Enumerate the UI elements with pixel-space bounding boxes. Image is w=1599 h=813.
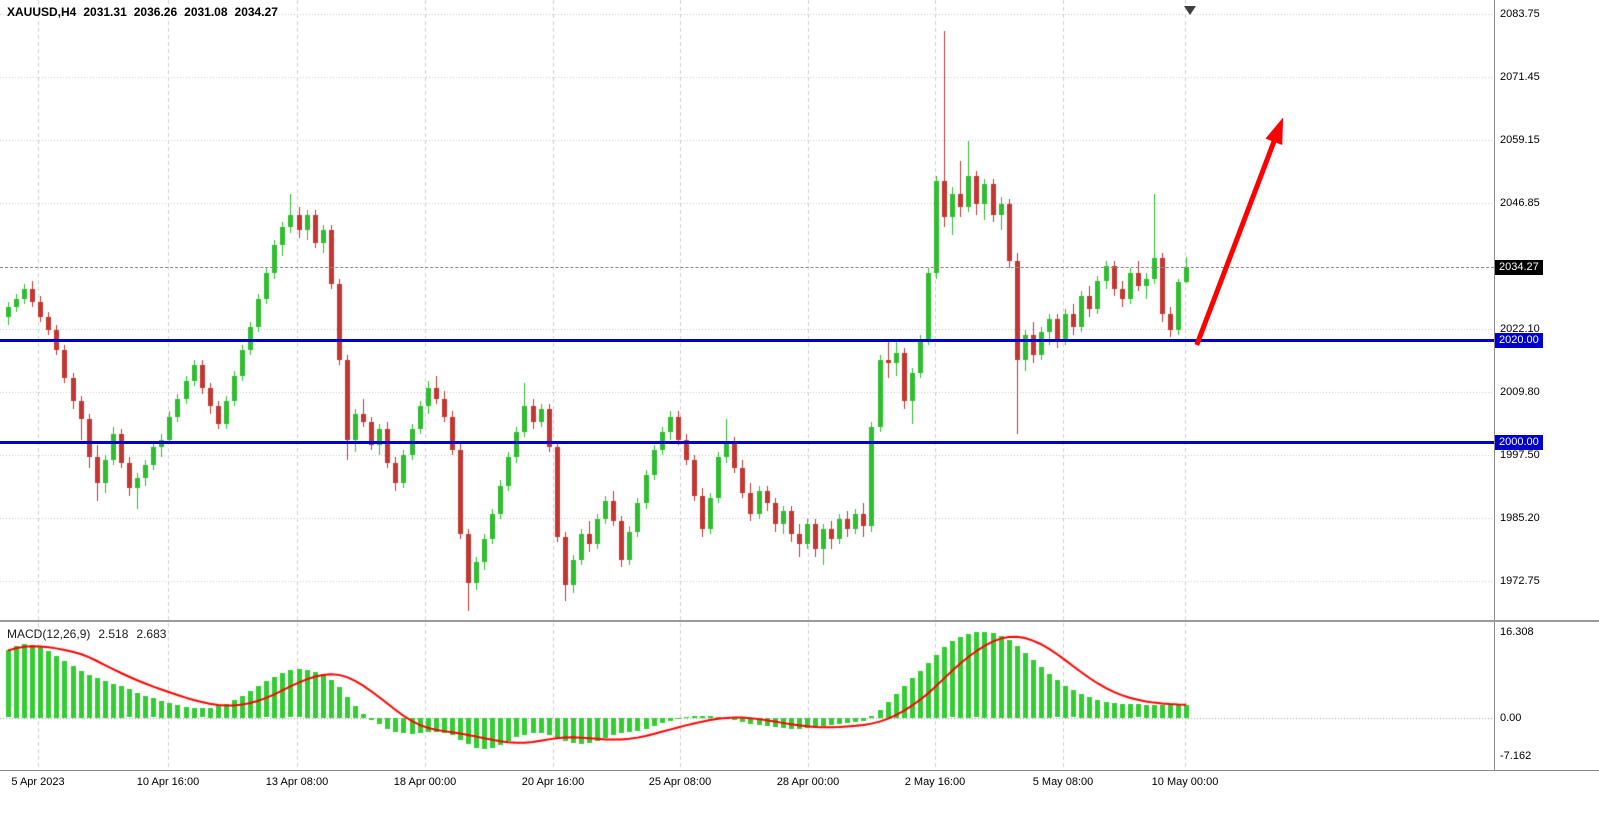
macd-indicator-label: MACD(12,26,9) 2.518 2.683 <box>7 627 174 641</box>
price-scale-separator <box>1494 0 1495 770</box>
ohlc-readout: XAUUSD,H4 2031.31 2036.26 2031.08 2034.27 <box>7 5 285 19</box>
horizontal-line-2000[interactable] <box>0 441 1494 445</box>
symbol-period-label: XAUUSD,H4 <box>7 5 77 19</box>
price-level-marker-2020: 2020.00 <box>1495 332 1543 348</box>
time-tick-label: 28 Apr 00:00 <box>776 776 840 788</box>
macd-tick-label: 0.00 <box>1500 711 1522 724</box>
price-level-marker-2000: 2000.00 <box>1495 435 1543 451</box>
time-tick-label: 5 Apr 2023 <box>11 776 65 788</box>
time-tick-label: 5 May 08:00 <box>1032 776 1094 788</box>
open-value: 2031.31 <box>83 5 127 19</box>
price-tick-label: 2059.15 <box>1500 133 1540 146</box>
time-tick-label: 18 Apr 00:00 <box>393 776 457 788</box>
macd-name: MACD(12,26,9) <box>7 627 91 641</box>
price-tick-label: 2022.10 <box>1500 323 1540 336</box>
close-value: 2034.27 <box>234 5 278 19</box>
chart-shift-marker[interactable] <box>1184 6 1196 15</box>
macd-tick-label: -7.162 <box>1500 749 1532 762</box>
price-tick-label: 1985.20 <box>1500 511 1540 524</box>
low-value: 2031.08 <box>184 5 228 19</box>
pane-splitter[interactable] <box>0 620 1599 622</box>
time-tick-label: 10 May 00:00 <box>1151 776 1219 788</box>
price-tick-label: 2009.80 <box>1500 386 1540 399</box>
high-value: 2036.26 <box>133 5 178 19</box>
time-tick-label: 10 Apr 16:00 <box>136 776 200 788</box>
price-tick-label: 2083.75 <box>1500 8 1540 21</box>
time-tick-label: 13 Apr 08:00 <box>265 776 329 788</box>
time-tick-label: 25 Apr 08:00 <box>648 776 712 788</box>
time-tick-label: 20 Apr 16:00 <box>521 776 585 788</box>
current-price-line <box>0 267 1494 268</box>
macd-tick-label: 16.308 <box>1500 625 1534 638</box>
price-tick-label: 2071.45 <box>1500 70 1540 83</box>
price-tick-label: 1997.50 <box>1500 448 1540 461</box>
macd-signal-value: 2.683 <box>136 627 167 641</box>
price-tick-label: 2046.85 <box>1500 196 1540 209</box>
price-tick-label: 1972.75 <box>1500 575 1540 588</box>
macd-main-value: 2.518 <box>98 627 129 641</box>
current-price-marker: 2034.27 <box>1495 259 1543 275</box>
horizontal-line-2020[interactable] <box>0 338 1494 342</box>
time-tick-label: 2 May 16:00 <box>904 776 966 788</box>
time-scale-separator <box>0 770 1599 771</box>
